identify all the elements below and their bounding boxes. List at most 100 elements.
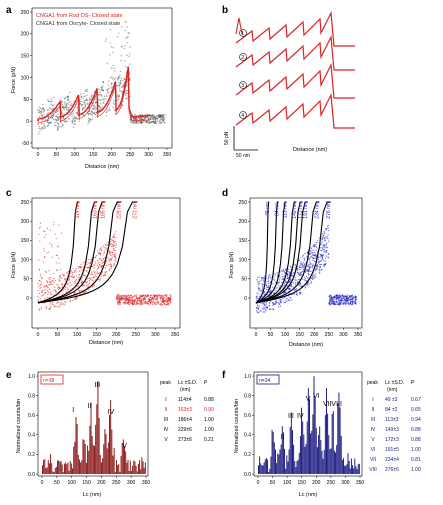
blue-dot <box>276 287 278 289</box>
gray-dot <box>151 114 154 116</box>
blue-dot <box>296 268 298 270</box>
red-dot <box>106 260 108 263</box>
blue-dot <box>309 256 312 258</box>
gray-dot <box>82 114 85 116</box>
red-dot <box>44 298 46 300</box>
red-dot <box>53 281 55 283</box>
blue-dot <box>315 245 317 248</box>
blue-dot <box>304 263 306 265</box>
gray-dot <box>99 102 102 105</box>
red-dot <box>51 283 54 285</box>
gray-dot <box>121 92 123 94</box>
gray-dot <box>152 115 155 118</box>
blue-dot <box>304 278 307 280</box>
hist-bar <box>104 429 106 474</box>
red-dot <box>60 276 62 279</box>
gray-dot <box>72 122 74 124</box>
gray-dot <box>88 121 91 124</box>
blue-dot <box>315 265 318 267</box>
blue-dot <box>318 262 320 264</box>
xtick-label: 300 <box>127 480 136 486</box>
red-dot <box>131 300 133 302</box>
gray-dot <box>100 89 103 92</box>
red-dot <box>107 241 110 243</box>
hist-bar <box>278 454 280 474</box>
blue-dot <box>326 236 329 238</box>
red-dot <box>48 308 50 310</box>
hist-bar <box>275 449 276 474</box>
blue-dot <box>266 286 268 288</box>
red-dot <box>38 259 40 261</box>
xtick-label: 250 <box>132 332 141 338</box>
blue-dot <box>314 275 316 277</box>
gray-dot <box>161 119 164 121</box>
red-dot <box>133 298 135 300</box>
panel-f-xticks: 0 50 100 150 200 250 300 350 <box>257 476 364 486</box>
panel-a-label: a <box>6 5 12 16</box>
table-cell-lc: 149±3 <box>385 427 399 433</box>
gray-dot <box>159 115 161 117</box>
gray-dot <box>71 120 74 123</box>
blue-dot <box>350 295 352 297</box>
gray-dot <box>136 117 138 120</box>
trace-marker <box>239 53 247 61</box>
hist-bar <box>279 449 281 474</box>
gray-dot <box>54 124 56 127</box>
blue-dot <box>269 290 271 293</box>
blue-dot <box>262 302 264 304</box>
gray-dot <box>46 120 49 122</box>
table-header: P <box>411 380 415 386</box>
blue-dot <box>307 272 310 275</box>
gray-dot <box>163 122 166 124</box>
red-dot <box>85 282 87 284</box>
panel-e-frame <box>37 371 149 477</box>
hist-bar <box>285 468 287 474</box>
red-dot <box>109 268 111 271</box>
gray-dot <box>72 118 75 120</box>
blue-dot <box>257 307 259 309</box>
red-dot <box>113 233 116 235</box>
red-dot <box>37 300 39 302</box>
gray-dot <box>125 21 127 23</box>
gray-dot <box>52 118 55 121</box>
red-dot <box>45 308 48 310</box>
red-dot <box>104 272 107 274</box>
hist-bar <box>277 453 279 474</box>
blue-dot <box>303 276 306 279</box>
red-dot <box>104 267 106 269</box>
gray-dot <box>154 118 156 120</box>
hist-bar <box>65 462 67 474</box>
blue-dot <box>336 296 338 298</box>
gray-dot <box>64 97 66 100</box>
red-dot <box>90 273 93 275</box>
gray-dot <box>102 85 104 87</box>
blue-dot <box>256 311 258 313</box>
red-dot <box>140 295 142 297</box>
gray-dot <box>37 109 39 111</box>
blue-dot <box>265 308 267 311</box>
gray-dot <box>94 106 96 108</box>
red-dot <box>79 267 82 269</box>
gray-dot <box>153 120 155 122</box>
red-dot <box>44 236 46 239</box>
red-dot <box>55 237 57 240</box>
gray-dot <box>53 110 55 113</box>
red-dot <box>169 294 171 296</box>
gray-dot <box>106 90 109 93</box>
hist-bar <box>53 472 55 474</box>
gray-dot <box>103 101 105 104</box>
gray-dot <box>113 100 115 102</box>
blue-dot <box>329 298 331 300</box>
gray-dot <box>67 103 70 105</box>
red-dot <box>78 270 81 272</box>
red-dot <box>94 273 96 275</box>
red-dot <box>66 287 69 289</box>
red-dot <box>150 294 153 297</box>
gray-dot <box>40 110 42 113</box>
blue-dot <box>284 269 287 271</box>
blue-dot <box>333 301 335 303</box>
blue-dot <box>305 270 307 273</box>
red-dot <box>56 287 59 289</box>
hist-bar <box>313 376 315 474</box>
